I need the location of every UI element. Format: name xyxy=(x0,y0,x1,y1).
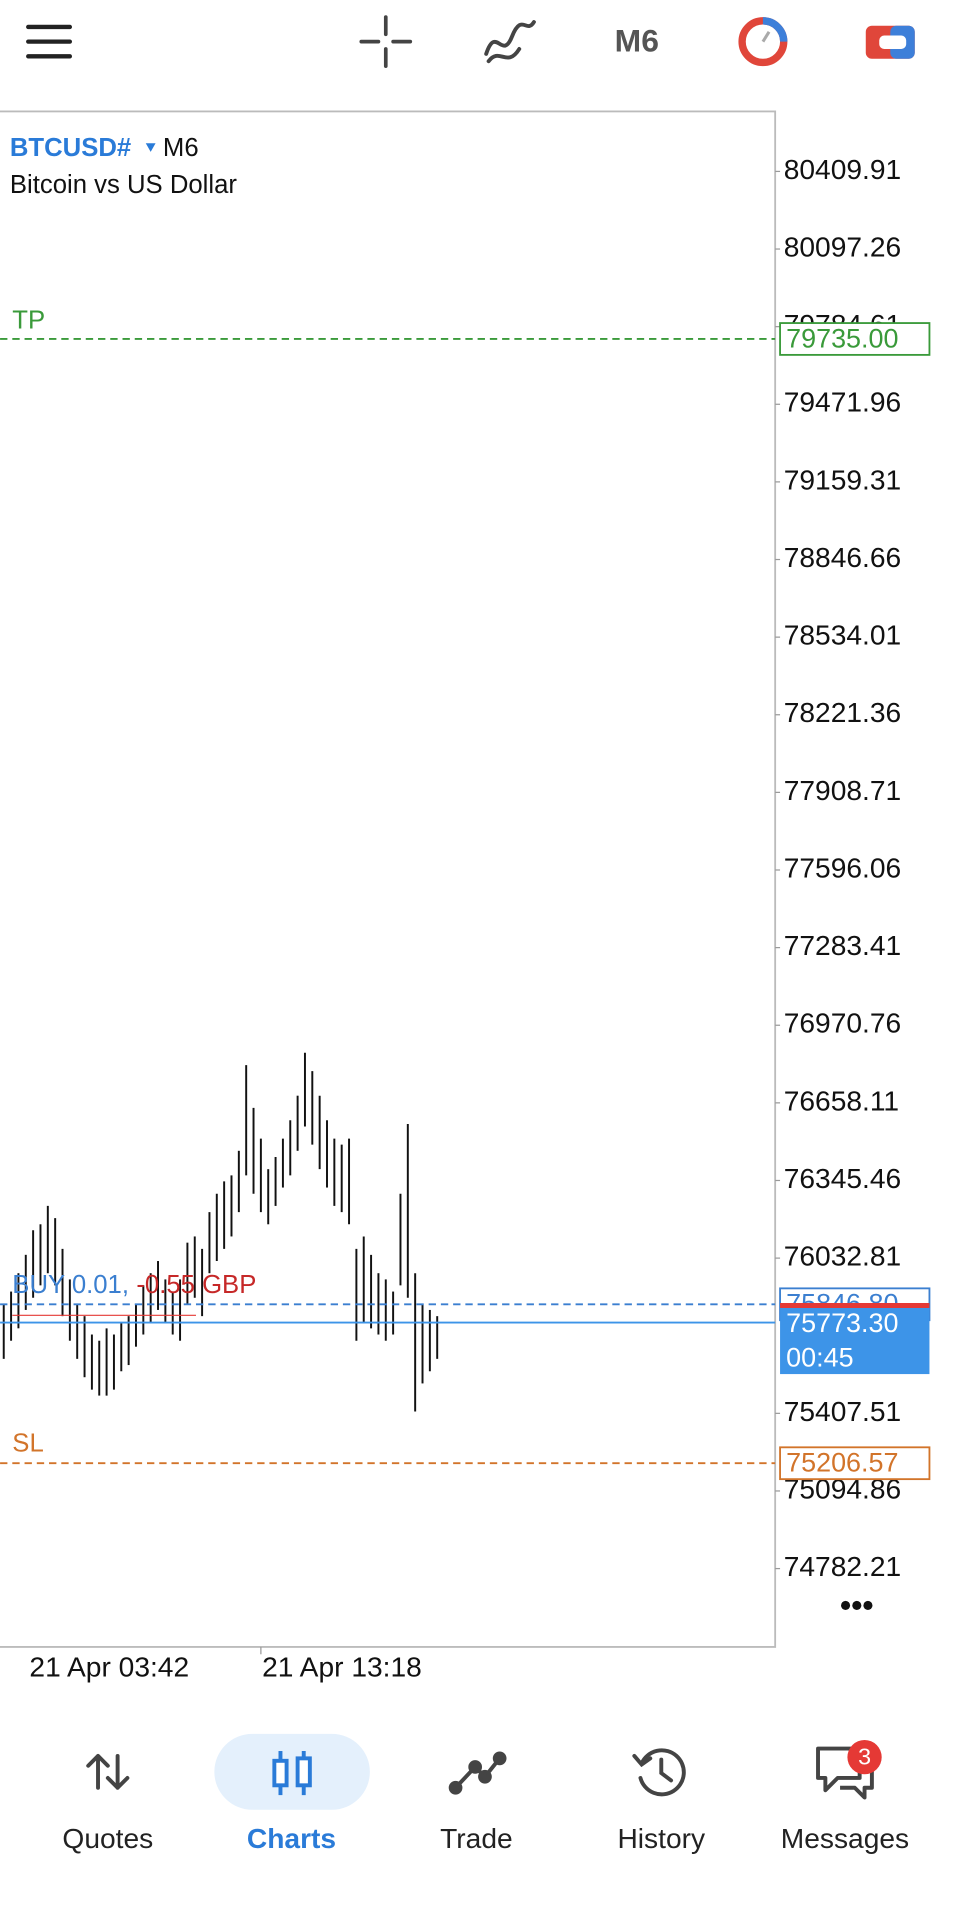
messages-badge xyxy=(847,1740,882,1775)
y-tick-label: 76032.81 xyxy=(784,1241,901,1272)
more-button[interactable]: ••• xyxy=(840,1587,873,1623)
tp-price: 79735.00 xyxy=(786,323,898,353)
y-tick-label: 80409.91 xyxy=(784,154,901,185)
symbol-dropdown[interactable] xyxy=(145,143,156,152)
y-tick-label: 77908.71 xyxy=(784,775,901,806)
tp-price-box xyxy=(779,322,931,356)
charts-icon xyxy=(272,1751,312,1796)
y-tick-label: 78846.66 xyxy=(784,542,901,573)
symbol-description: Bitcoin vs US Dollar xyxy=(10,171,238,199)
menu-button[interactable] xyxy=(26,24,73,59)
y-tick-label: 76658.11 xyxy=(784,1085,899,1116)
chart: 80409.9180097.2679784.6179471.9679159.31… xyxy=(0,154,931,1582)
nav-history[interactable]: History xyxy=(617,1823,706,1854)
nav-trade[interactable]: Trade xyxy=(440,1823,513,1854)
bar-timer: 00:45 xyxy=(786,1342,853,1372)
sl-price: 75206.57 xyxy=(786,1448,898,1478)
chart-timeframe: M6 xyxy=(163,134,199,162)
y-tick-label: 80097.26 xyxy=(784,231,901,262)
position-label: BUY 0.01, -0.55 GBP xyxy=(12,1271,256,1299)
crosshair-button[interactable] xyxy=(359,15,413,68)
y-tick-label: 77596.06 xyxy=(784,852,901,883)
nav-messages[interactable]: Messages xyxy=(781,1823,909,1854)
tp-label: TP xyxy=(12,307,45,335)
y-tick-label: 79159.31 xyxy=(784,464,901,495)
quotes-icon xyxy=(86,1753,130,1790)
position-profit: -0.55 GBP xyxy=(136,1271,256,1299)
chart-frame xyxy=(0,110,777,1648)
y-tick-label: 78221.36 xyxy=(784,697,901,728)
trade-icon xyxy=(448,1751,507,1795)
messages-badge-count: 3 xyxy=(858,1744,871,1770)
trade-mode-button[interactable] xyxy=(738,17,788,67)
y-tick-label: 76970.76 xyxy=(784,1008,901,1039)
one-click-button[interactable] xyxy=(865,25,915,59)
y-tick-label: 78534.01 xyxy=(784,620,901,651)
symbol[interactable]: BTCUSD# xyxy=(10,134,131,162)
sl-price-box xyxy=(779,1446,931,1481)
timeframe-button[interactable]: M6 xyxy=(615,22,659,58)
nav-charts[interactable]: Charts xyxy=(247,1823,336,1854)
bid-price-box xyxy=(780,1305,930,1375)
active-tab-highlight xyxy=(214,1733,370,1810)
y-tick-label: 74782.21 xyxy=(784,1551,901,1582)
y-tick-label: 77283.41 xyxy=(784,930,901,961)
indicators-button[interactable] xyxy=(484,20,536,64)
x-tick-label: 21 Apr 03:42 xyxy=(29,1651,189,1682)
nav-quotes[interactable]: Quotes xyxy=(62,1823,153,1854)
x-tick-label: 21 Apr 13:18 xyxy=(262,1651,422,1682)
history-icon xyxy=(632,1748,686,1797)
position-side: BUY 0.01, xyxy=(12,1271,129,1299)
y-tick-label: 76345.46 xyxy=(784,1163,901,1194)
y-tick-label: 79471.96 xyxy=(784,387,901,418)
sl-label: SL xyxy=(12,1430,43,1458)
bid-price: 75773.30 xyxy=(786,1308,898,1338)
y-tick-label: 75407.51 xyxy=(784,1396,901,1427)
